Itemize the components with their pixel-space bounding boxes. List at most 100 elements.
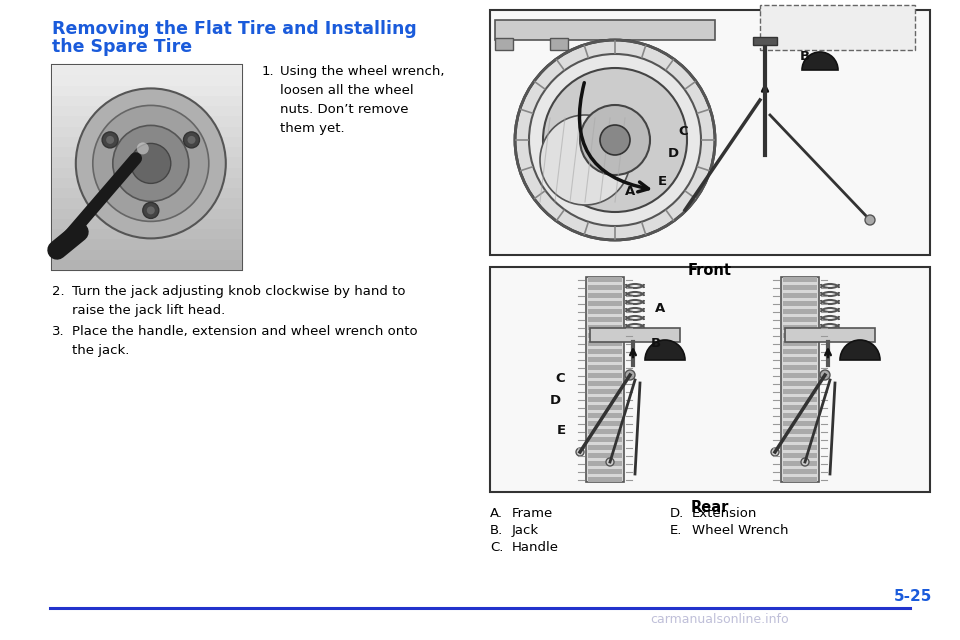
Bar	[588, 429, 622, 434]
Bar	[783, 301, 817, 306]
Circle shape	[131, 143, 171, 184]
Bar	[588, 309, 622, 314]
Bar	[783, 461, 817, 466]
Bar	[52, 65, 242, 270]
Circle shape	[600, 125, 630, 155]
Bar	[783, 341, 817, 346]
Wedge shape	[645, 340, 685, 360]
Circle shape	[820, 370, 830, 380]
Bar	[588, 469, 622, 474]
Bar	[781, 277, 819, 482]
Text: A.: A.	[490, 507, 503, 520]
Text: B: B	[800, 50, 810, 63]
Text: E: E	[557, 424, 566, 437]
Bar	[52, 239, 242, 250]
Bar	[760, 5, 915, 50]
Bar	[52, 178, 242, 188]
Bar	[785, 328, 875, 342]
Text: Turn the jack adjusting knob clockwise by hand to
raise the jack lift head.: Turn the jack adjusting knob clockwise b…	[72, 285, 405, 317]
Text: Rear: Rear	[691, 500, 730, 515]
Bar	[783, 277, 817, 282]
Text: D: D	[668, 147, 679, 160]
Bar	[783, 469, 817, 474]
Bar	[783, 333, 817, 338]
Circle shape	[147, 206, 155, 214]
Bar	[588, 405, 622, 410]
Wedge shape	[840, 340, 880, 360]
Text: carmanualsonline.info: carmanualsonline.info	[651, 613, 789, 626]
Circle shape	[576, 448, 584, 456]
Bar	[52, 65, 242, 76]
Bar	[588, 397, 622, 402]
Bar	[52, 157, 242, 168]
Circle shape	[580, 105, 650, 175]
Bar	[495, 20, 715, 40]
Bar	[783, 437, 817, 442]
Bar	[52, 250, 242, 260]
Bar	[783, 429, 817, 434]
Bar	[783, 293, 817, 298]
Bar	[52, 106, 242, 116]
Text: Extension: Extension	[692, 507, 757, 520]
Text: Frame: Frame	[512, 507, 553, 520]
Bar	[783, 477, 817, 482]
Text: Using the wheel wrench,
loosen all the wheel
nuts. Don’t remove
them yet.: Using the wheel wrench, loosen all the w…	[280, 65, 444, 135]
Circle shape	[137, 142, 149, 154]
Bar	[753, 37, 777, 45]
Bar	[783, 317, 817, 322]
Bar	[783, 421, 817, 426]
Text: C.: C.	[490, 541, 503, 554]
Bar	[588, 341, 622, 346]
Bar	[588, 389, 622, 394]
Bar	[52, 147, 242, 157]
Text: 2.: 2.	[52, 285, 64, 298]
Bar	[588, 293, 622, 298]
Bar	[588, 453, 622, 458]
Bar	[783, 453, 817, 458]
Circle shape	[606, 458, 614, 466]
Circle shape	[93, 106, 209, 221]
Circle shape	[76, 88, 226, 239]
Bar	[590, 328, 680, 342]
Bar	[588, 477, 622, 482]
Bar	[52, 260, 242, 270]
Circle shape	[187, 136, 196, 144]
Circle shape	[515, 40, 715, 240]
Circle shape	[771, 448, 779, 456]
Circle shape	[113, 125, 189, 202]
Text: 3.: 3.	[52, 325, 64, 338]
Bar	[588, 373, 622, 378]
Text: B: B	[651, 337, 661, 350]
Text: Wheel Wrench: Wheel Wrench	[692, 524, 788, 537]
Bar	[490, 10, 930, 255]
Text: D.: D.	[670, 507, 684, 520]
Text: A: A	[655, 302, 665, 315]
Bar	[588, 317, 622, 322]
Bar	[783, 357, 817, 362]
Bar	[588, 277, 622, 282]
Text: 5-25: 5-25	[894, 589, 932, 604]
Text: E: E	[658, 175, 667, 188]
Bar	[52, 96, 242, 106]
Text: Place the handle, extension and wheel wrench onto
the jack.: Place the handle, extension and wheel wr…	[72, 325, 418, 357]
Bar	[588, 421, 622, 426]
Bar	[52, 168, 242, 178]
Text: C: C	[678, 125, 687, 138]
Bar	[588, 413, 622, 418]
Bar	[783, 285, 817, 290]
Text: D: D	[550, 394, 562, 407]
Bar	[588, 445, 622, 450]
FancyArrowPatch shape	[580, 83, 648, 192]
Circle shape	[143, 202, 158, 218]
Text: E.: E.	[670, 524, 683, 537]
Bar	[588, 437, 622, 442]
Circle shape	[865, 215, 875, 225]
Circle shape	[183, 132, 200, 148]
Text: Removing the Flat Tire and Installing: Removing the Flat Tire and Installing	[52, 20, 417, 38]
Bar	[783, 389, 817, 394]
Circle shape	[540, 115, 630, 205]
Text: Handle: Handle	[512, 541, 559, 554]
Text: 1.: 1.	[262, 65, 275, 78]
Bar	[783, 373, 817, 378]
Bar	[495, 38, 513, 50]
